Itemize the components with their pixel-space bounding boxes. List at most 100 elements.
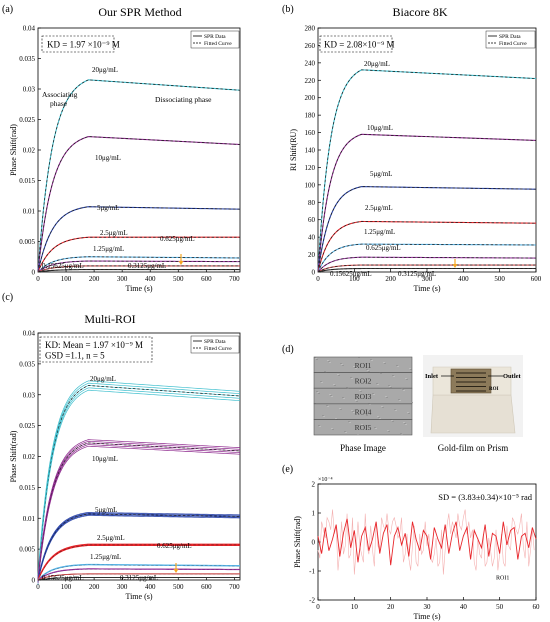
phase-image-noise <box>348 421 350 422</box>
roi-label-3: ROI3 <box>355 392 372 401</box>
phase-image-noise <box>322 415 324 416</box>
phase-image-noise <box>320 381 322 382</box>
panel-b-title: Biacore 8K <box>393 5 448 19</box>
panel-c-ylabel: Phase Shift(rad) <box>9 430 18 482</box>
phase-image-noise <box>381 406 383 407</box>
panel-a-ytick-label: 0 <box>32 269 36 277</box>
panel-b-ytick-label: 260 <box>305 42 316 50</box>
panel-b-ytick-label: 180 <box>305 112 316 120</box>
outlet-label: Outlet <box>503 373 522 380</box>
panel-c-series-2-fit <box>37 513 241 581</box>
panel-c-conc-label-0: 20μg/mL <box>90 375 116 383</box>
panel-b-xlabel: Time (s) <box>413 284 440 293</box>
panel-e-ytick-label: -1 <box>309 568 315 576</box>
panel-a-xtick-label: 600 <box>201 275 212 283</box>
panel-a-ytick-label: 0.015 <box>19 177 35 185</box>
panel-b-series-1-fit <box>317 133 537 273</box>
phase-image-noise <box>345 432 347 433</box>
panel-b-conc-label-7: 0.3125μg/mL <box>398 270 436 278</box>
panel-e-xtick-label: 20 <box>387 603 395 611</box>
phase-image-noise <box>364 381 366 382</box>
phase-image-noise <box>318 393 320 394</box>
panel-a-xtick-label: 0 <box>36 275 40 283</box>
phase-image-noise <box>317 392 319 393</box>
panel-b-ytick-label: 240 <box>305 59 316 67</box>
panel-a-ytick-label: 0.02 <box>23 147 36 155</box>
panel-a-xtick-label: 300 <box>117 275 128 283</box>
phase-image-noise <box>333 384 335 385</box>
panel-b-ytick-label: 140 <box>305 147 316 155</box>
panel-c-xtick-label: 200 <box>89 583 100 591</box>
phase-image-noise <box>389 386 391 387</box>
panel-b-ytick-label: 0 <box>312 269 316 277</box>
panel-b-ytick-label: 80 <box>308 199 316 207</box>
panel-c-series-0-data <box>37 385 241 581</box>
panel-c-series-7-data <box>37 577 240 581</box>
phase-image-noise <box>399 400 401 401</box>
panel-e-sd-text: SD = (3.83±0.34)×10⁻⁵ rad <box>438 492 532 502</box>
panel-a-xtick-label: 500 <box>173 275 184 283</box>
phase-image-noise <box>371 360 373 361</box>
panel-a-ytick-label: 0.025 <box>19 116 35 124</box>
phase-image-noise <box>356 401 358 402</box>
phase-image-noise <box>352 411 354 412</box>
panel-c-ytick-label: 0.01 <box>23 515 36 523</box>
inlet-label: Inlet <box>425 373 439 380</box>
phase-image-noise <box>362 425 364 426</box>
phase-image-noise <box>361 424 363 425</box>
phase-image-noise <box>368 371 370 372</box>
phase-image-noise <box>355 368 357 369</box>
phase-image-noise <box>328 361 330 362</box>
panel-e-xtick-label: 0 <box>316 603 320 611</box>
panel-a-xtick-label: 700 <box>229 275 240 283</box>
panel-c-series-0-data <box>37 389 241 585</box>
phase-image-noise <box>332 429 334 430</box>
phase-image-noise <box>346 387 348 388</box>
panel-b-label: (b) <box>282 4 294 15</box>
panel-c-conc-label-1: 10μg/mL <box>92 455 118 463</box>
panel-c-label: (c) <box>2 292 13 303</box>
panel-e-ylabel: Phase Shift(rad) <box>293 516 302 568</box>
phase-image-noise <box>351 378 353 379</box>
panel-b-ytick-label: 220 <box>305 77 316 85</box>
phase-image-noise <box>388 385 390 386</box>
panel-a-series-6-fit <box>37 265 240 273</box>
panel-a-conc-label-0: 20μg/mL <box>92 66 118 74</box>
phase-image-noise <box>367 370 369 371</box>
phase-image-noise <box>354 367 356 368</box>
panel-c-xtick-label: 400 <box>145 583 156 591</box>
panel-a-series-0-fit <box>37 79 241 273</box>
panel-e-label: (e) <box>282 464 293 475</box>
panel-b-conc-label-6: 0.15625μg/mL <box>330 270 372 278</box>
caption-gold-film: Gold-film on Prism <box>438 443 509 453</box>
panel-b-xtick-label: 300 <box>422 275 433 283</box>
panel-b-ytick-label: 120 <box>305 164 316 172</box>
panel-a-series-4-fit <box>37 256 241 273</box>
phase-image-noise <box>342 365 344 366</box>
phase-image-noise <box>338 375 340 376</box>
phase-image-noise <box>395 410 397 411</box>
panel-b-ytick-label: 160 <box>305 129 316 137</box>
phase-image-noise <box>316 359 318 360</box>
panel-c-series-0-fit <box>37 385 241 581</box>
panel-c-xtick-label: 700 <box>229 583 240 591</box>
panel-b-legend <box>485 30 536 49</box>
panel-c-series-1-data <box>37 439 241 577</box>
roi-label-4: ROI4 <box>355 408 372 417</box>
phase-image-noise <box>409 368 411 369</box>
phase-image-noise <box>321 382 323 383</box>
panel-c-kd-text-1: KD: Mean = 1.97 ×10⁻⁹ M <box>45 340 143 350</box>
panel-a-conc-label-3: 2.5μg/mL <box>100 229 128 237</box>
phase-image-noise <box>383 362 385 363</box>
panel-e-xtick-label: 50 <box>496 603 504 611</box>
phase-image-noise <box>358 357 360 358</box>
panel-b-ylabel: RI Shift(RU) <box>289 129 298 171</box>
panel-b-series-2-data <box>317 186 537 273</box>
panel-b-conc-label-3: 2.5μg/mL <box>365 204 393 212</box>
panel-c-xlabel: Time (s) <box>125 592 152 601</box>
phase-image-noise <box>403 390 405 391</box>
phase-image-noise <box>406 379 408 380</box>
phase-image-noise <box>349 422 351 423</box>
panel-b-xtick-label: 400 <box>458 275 469 283</box>
panel-c-xtick-label: 300 <box>117 583 128 591</box>
